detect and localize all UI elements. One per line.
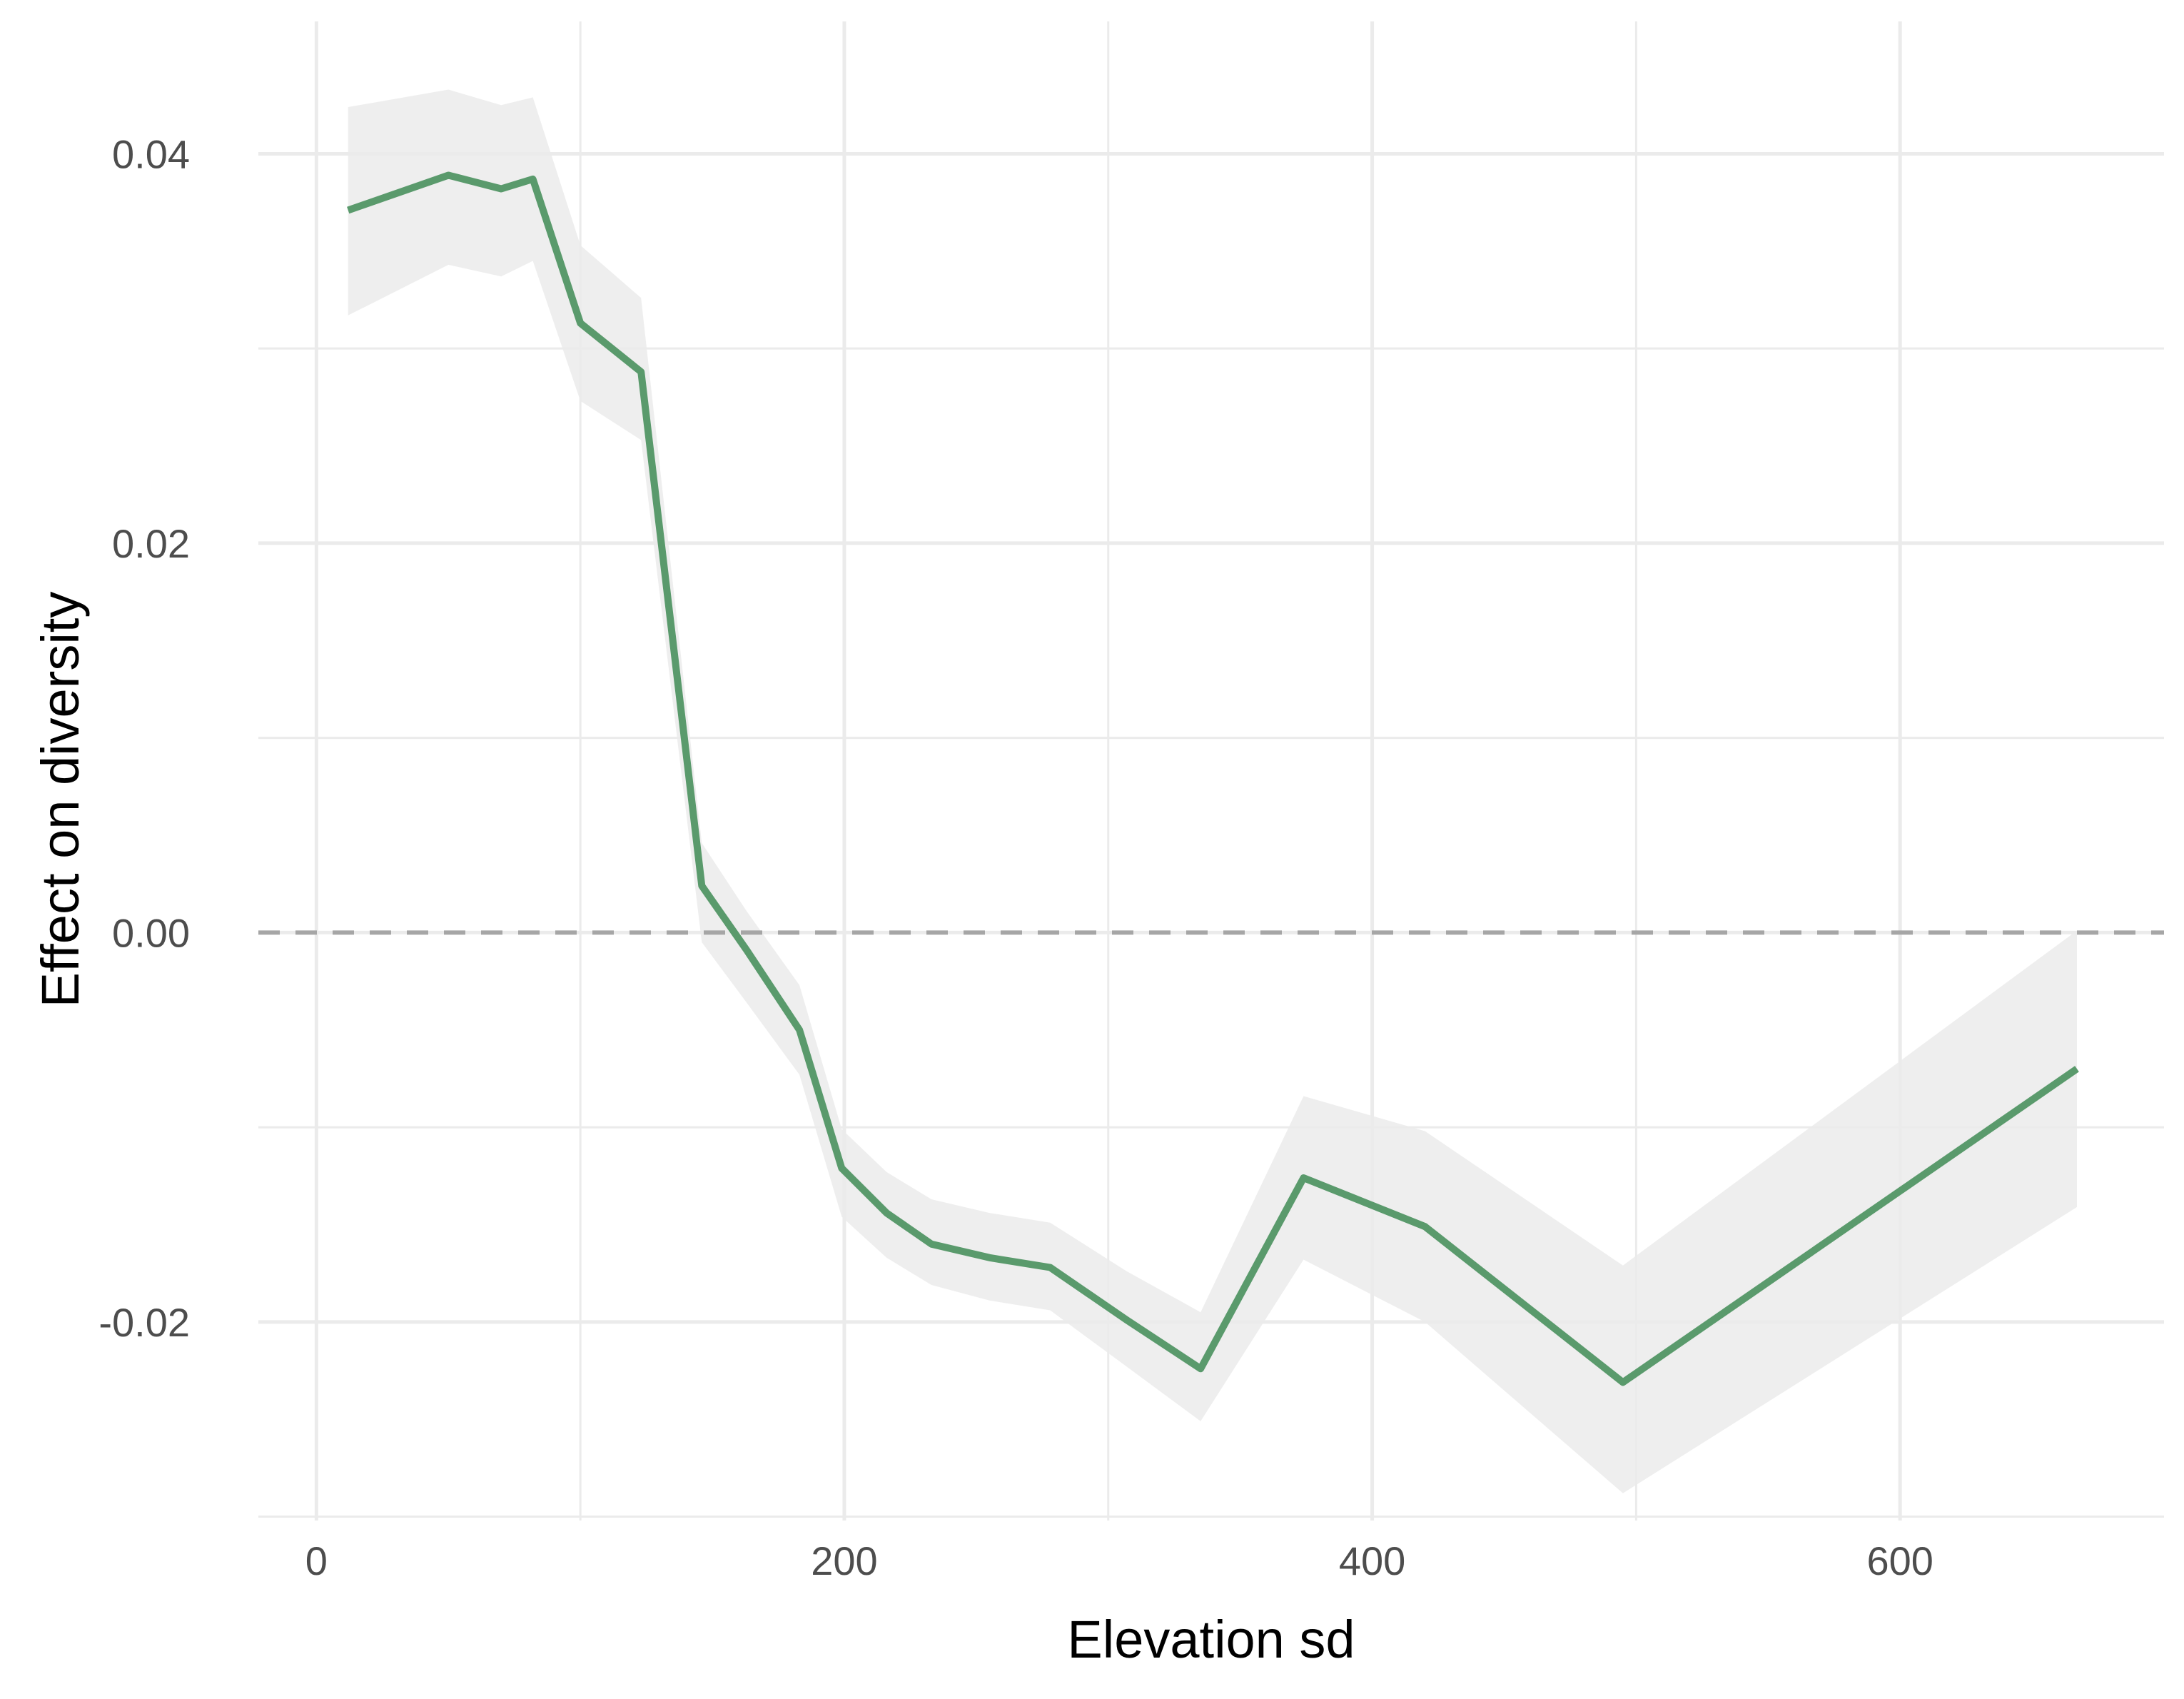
x-tick-label: 600: [1866, 1538, 1933, 1583]
effect-line: [347, 171, 2079, 1386]
x-axis-tick-labels: 0 200 400 600: [305, 1538, 1933, 1583]
y-tick-label: 0.02: [112, 521, 190, 566]
y-tick-label: 0.04: [112, 131, 190, 176]
y-tick-label: -0.02: [98, 1300, 190, 1345]
x-axis-title: Elevation sd: [1067, 1610, 1355, 1669]
x-tick-label: 400: [1339, 1538, 1405, 1583]
y-axis-title: Effect on diversity: [31, 592, 90, 1008]
x-tick-label: 200: [811, 1538, 877, 1583]
y-tick-label: 0.00: [112, 910, 190, 955]
x-tick-label: 0: [305, 1538, 328, 1583]
y-axis-tick-labels: -0.02 0.00 0.02 0.04: [98, 131, 190, 1344]
